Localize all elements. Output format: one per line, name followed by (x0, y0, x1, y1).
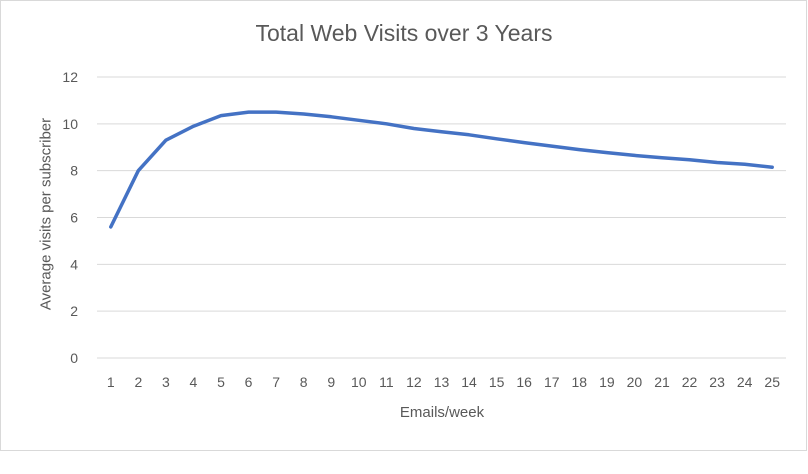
x-tick-label: 10 (351, 374, 367, 390)
x-axis-label: Emails/week (399, 404, 485, 421)
y-axis-ticks: 0 2 4 6 8 10 12 (62, 69, 78, 366)
x-tick-label: 23 (709, 374, 725, 390)
y-tick-label: 10 (62, 116, 78, 132)
x-tick-label: 12 (406, 374, 422, 390)
y-tick-label: 0 (70, 350, 78, 366)
chart-title: Total Web Visits over 3 Years (255, 20, 553, 46)
x-tick-label: 4 (190, 374, 198, 390)
x-tick-label: 14 (461, 374, 477, 390)
chart-frame (0, 0, 807, 451)
x-tick-label: 22 (682, 374, 698, 390)
x-tick-label: 5 (217, 374, 225, 390)
x-tick-label: 24 (737, 374, 753, 390)
y-tick-label: 4 (70, 256, 78, 272)
x-tick-label: 19 (599, 374, 615, 390)
gridlines (97, 76, 786, 359)
x-tick-label: 3 (162, 374, 170, 390)
x-tick-label: 18 (572, 374, 588, 390)
y-tick-label: 8 (70, 163, 78, 179)
x-tick-label: 13 (434, 374, 450, 390)
x-tick-label: 25 (764, 374, 780, 390)
x-tick-label: 7 (272, 374, 280, 390)
x-tick-label: 8 (300, 374, 308, 390)
x-tick-label: 20 (627, 374, 643, 390)
x-axis-ticks: 1 2 3 4 5 6 7 8 9 10 11 12 13 14 15 16 17 18 19 20 21 22 23 24 2… (107, 374, 780, 390)
y-tick-label: 6 (70, 210, 78, 226)
x-tick-label: 9 (327, 374, 335, 390)
x-tick-label: 6 (245, 374, 253, 390)
data-line (109, 110, 774, 229)
x-tick-label: 1 (107, 374, 115, 390)
x-tick-label: 16 (516, 374, 532, 390)
x-tick-label: 21 (654, 374, 670, 390)
x-tick-label: 11 (379, 374, 394, 390)
y-tick-label: 2 (70, 303, 78, 319)
x-tick-label: 15 (489, 374, 505, 390)
x-tick-label: 17 (544, 374, 560, 390)
y-tick-label: 12 (62, 69, 78, 85)
x-tick-label: 2 (134, 374, 142, 390)
